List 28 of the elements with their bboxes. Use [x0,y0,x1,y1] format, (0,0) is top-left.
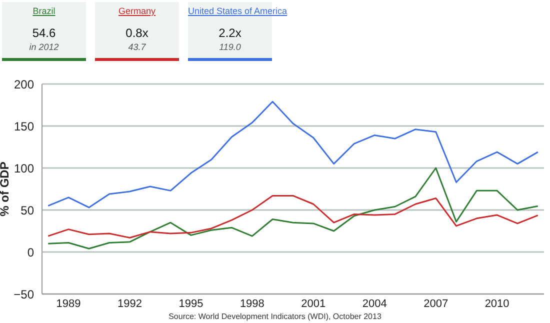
x-tick-label: 2001 [301,298,326,310]
text: in 2012 [28,42,60,52]
text: United States of America [188,6,288,16]
text: 0.8x [124,26,150,40]
y-tick-label: 200 [14,77,34,92]
x-tick-label: 1989 [56,298,81,310]
line-series [47,194,539,238]
line-series [47,167,539,250]
text: Germany [117,6,156,16]
y-axis-title: % of GDP [0,162,12,216]
y-tick-label: 150 [14,119,34,134]
x-tick-label: 2004 [362,298,387,310]
text: 2.2x [218,26,242,40]
text: Brazil [32,6,56,16]
text: 54.6 [31,26,57,40]
y-tick-label: −50 [14,287,34,302]
x-tick-label: 1995 [178,298,204,310]
source-note: Source: World Development Indicators (WDI), October 2013 [168,312,382,321]
x-tick-label: 1998 [240,298,264,310]
x-tick-label: 1992 [118,298,142,310]
x-tick-label: 2010 [484,298,510,310]
text: 119.0 [218,42,242,52]
y-tick-label: 0 [27,245,34,260]
x-tick-label: 2007 [424,298,448,310]
line-series [47,100,539,208]
y-tick-label: 100 [14,161,34,176]
y-tick-label: 50 [20,203,34,218]
text: 43.7 [127,42,147,52]
